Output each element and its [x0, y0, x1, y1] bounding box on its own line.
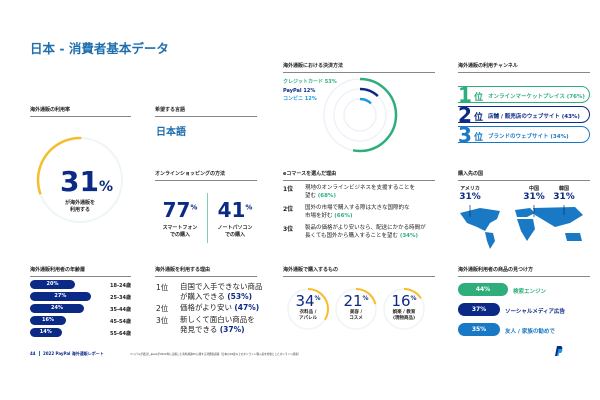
channel-rank: 3: [458, 123, 472, 147]
product-item: 21% 美容 / コスメ: [343, 292, 369, 322]
age-label: 18-24歳: [110, 283, 131, 289]
ec-reasons-header: eコマースを選んだ理由: [283, 170, 435, 181]
channels-header: 海外通販の利用チャンネル: [458, 62, 590, 73]
channel-rank: 2: [458, 103, 472, 127]
channel-rank: 1: [458, 83, 472, 107]
age-bar: 16%: [30, 316, 66, 325]
channel-rank-suffix: 位: [474, 133, 484, 143]
channel-rank-suffix: 位: [474, 113, 484, 123]
product-ring: [383, 288, 425, 330]
product-item: 34% 衣料品 / アパレル: [295, 292, 321, 322]
payment-header: 海外通販における決済方法: [283, 62, 435, 73]
shopping-header: オンラインショッピングの方法: [155, 170, 257, 181]
age-label: 25-34歳: [110, 295, 131, 301]
discovery-label: 友人 / 家族の勧めで: [505, 329, 555, 335]
countries-header: 購入先の国: [458, 170, 590, 181]
product-arc: [335, 288, 377, 330]
use-reasons-header: 海外通販を利用する理由: [155, 266, 257, 277]
shopping-laptop: 41% ノートパソコン での購入: [217, 198, 253, 238]
product-arc: [383, 288, 425, 330]
payment-arc: [342, 97, 378, 133]
use-reason: 自国で入手できない商品 が購入できる (53%): [180, 282, 263, 301]
use-reason-rank: 2位: [156, 304, 169, 313]
products-header: 海外通販で購入するもの: [283, 266, 435, 277]
age-bar: 14%: [30, 328, 62, 337]
ec-reason-rank: 1位: [283, 186, 294, 193]
channel-item: 1 位オンラインマーケットプレイス (76%): [458, 83, 590, 107]
discovery-header: 海外通販利用者の商品の見つけ方: [458, 266, 590, 277]
discovery-pill: 37%: [458, 303, 500, 316]
ec-reason: 国外の市場で購入する際は大きな国際的な 市場を好む (66%): [305, 205, 410, 219]
country-1: 中国 31%: [523, 186, 545, 202]
ec-reason: 製品の価格がより安いなら、配送にかかる時間が 長くても国外から購入することを望む …: [305, 225, 426, 239]
channel-item: 3 位ブランドのウェブサイト (34%): [458, 123, 590, 147]
footer-note: ペイパルが委託しIpsosが2022年に実施した海外越境ECに関する消費者調査（…: [130, 353, 301, 356]
product-ring: [335, 288, 377, 330]
usage-label: が海外通販を 利用する: [64, 200, 95, 213]
product-ring: [287, 288, 329, 330]
payment-legend: クレジットカード 53% PayPal 12% コンビニ 12%: [283, 79, 337, 102]
channel-rank-suffix: 位: [474, 93, 484, 103]
country-0: アメリカ 31%: [459, 186, 481, 202]
channel-label: 店舗 / 販売店のウェブサイト (43%): [488, 114, 580, 120]
product-item: 16% 娯楽 / 教育 (現物商品): [391, 292, 417, 322]
discovery-label: 検索エンジン: [513, 289, 547, 295]
channel-label: オンラインマーケットプレイス (76%): [488, 94, 585, 100]
age-bar: 27%: [30, 292, 91, 301]
usage-value: 31%: [60, 165, 113, 198]
ec-reason-rank: 3位: [283, 226, 294, 233]
discovery-pill: 35%: [458, 323, 500, 336]
shopping-smartphone: 77% スマートフォン での購入: [162, 198, 198, 238]
age-bar: 24%: [30, 304, 84, 313]
use-reason-rank: 1位: [156, 283, 169, 292]
age-label: 45-54歳: [110, 319, 131, 325]
discovery-pill: 44%: [458, 283, 508, 296]
channel-item: 2 位店舗 / 販売店のウェブサイト (43%): [458, 103, 590, 127]
paypal-logo-icon: [555, 346, 563, 356]
language-header: 希望する言語: [155, 106, 257, 117]
payment-rings: [322, 77, 398, 153]
use-reason-rank: 3位: [156, 316, 169, 325]
age-label: 35-44歳: [110, 307, 131, 313]
discovery-label: ソーシャルメディア広告: [505, 309, 566, 315]
usage-ring: [36, 136, 124, 224]
footer-page: 44 2022 PayPal 海外通販レポート: [30, 351, 104, 356]
ec-reason-rank: 2位: [283, 206, 294, 213]
ec-reason: 現地のオンラインビジネスを支援することを 望む (68%): [305, 185, 416, 199]
use-reason: 価格がより安い (47%): [180, 303, 260, 312]
language-value: 日本語: [156, 127, 186, 138]
age-label: 55-64歳: [110, 331, 131, 337]
page-title: 日本 - 消費者基本データ: [30, 41, 169, 56]
age-bar: 20%: [30, 280, 75, 289]
age-header: 海外通販利用者の年齢層: [30, 266, 131, 277]
payment-arc: [322, 77, 398, 153]
country-2: 韓国 31%: [553, 186, 575, 202]
payment-arc: [332, 87, 388, 143]
world-map: [460, 205, 583, 249]
usage-header: 海外通販の利用率: [30, 106, 131, 117]
product-arc: [287, 288, 329, 330]
channel-label: ブランドのウェブサイト (34%): [488, 134, 569, 140]
divider: [207, 193, 208, 243]
use-reason: 新しくて面白い商品を 発見できる (37%): [180, 315, 255, 334]
